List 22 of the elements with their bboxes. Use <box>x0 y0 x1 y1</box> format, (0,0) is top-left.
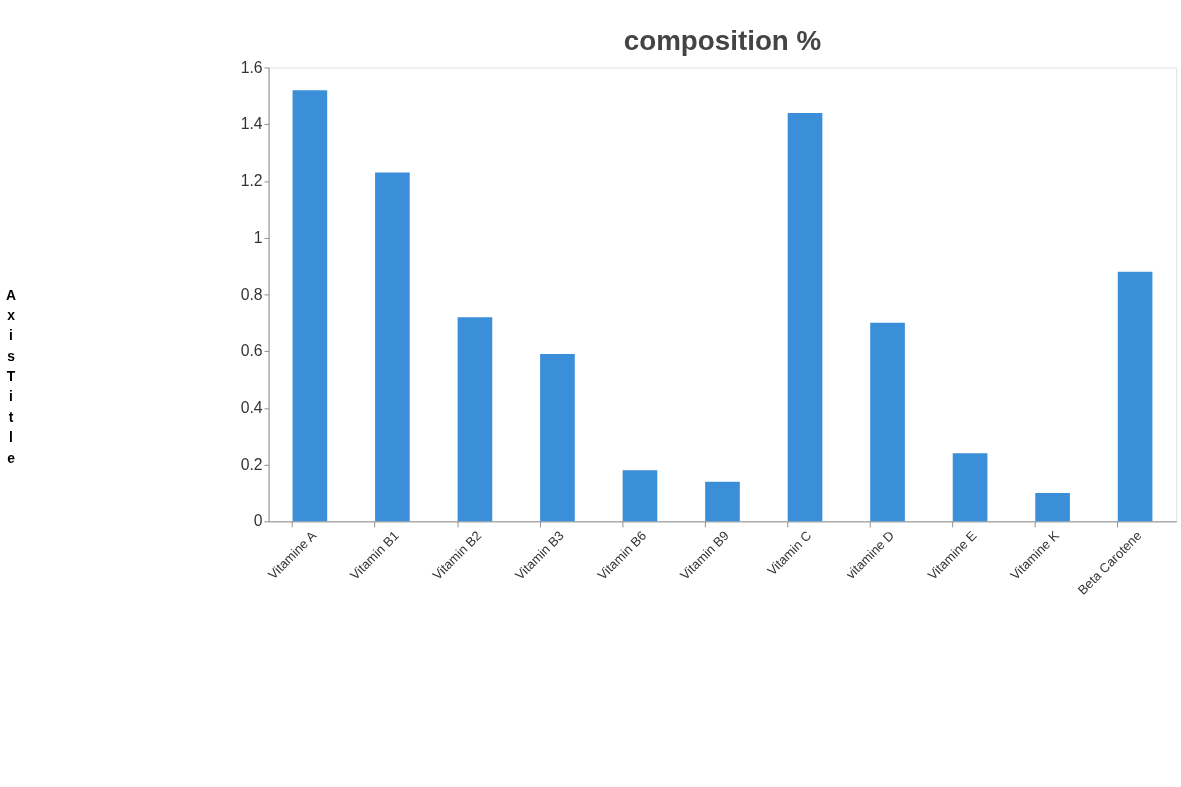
bar <box>1117 271 1153 522</box>
bar <box>292 90 328 522</box>
y-tick-label: 1.2 <box>240 172 263 190</box>
y-tick-label: 0.4 <box>240 399 263 416</box>
bar <box>375 172 410 522</box>
bar <box>1035 493 1070 522</box>
bar <box>952 453 988 522</box>
y-tick-label: 1.4 <box>240 115 263 133</box>
bar <box>540 354 575 522</box>
y-tick-label: 0.6 <box>240 342 263 360</box>
y-tick-label: 1.6 <box>240 58 263 76</box>
bar <box>457 317 493 522</box>
text: Axis Title <box>5 286 17 466</box>
bar <box>787 112 823 522</box>
y-tick-label: 0.8 <box>240 285 263 303</box>
y-tick-label: 0.2 <box>240 455 263 473</box>
chart-title: composition % <box>623 24 822 56</box>
bar <box>705 481 740 522</box>
bar <box>622 470 658 522</box>
y-tick-label: 0 <box>253 512 263 530</box>
y-tick-label: 1 <box>253 228 263 246</box>
bar <box>870 322 905 522</box>
